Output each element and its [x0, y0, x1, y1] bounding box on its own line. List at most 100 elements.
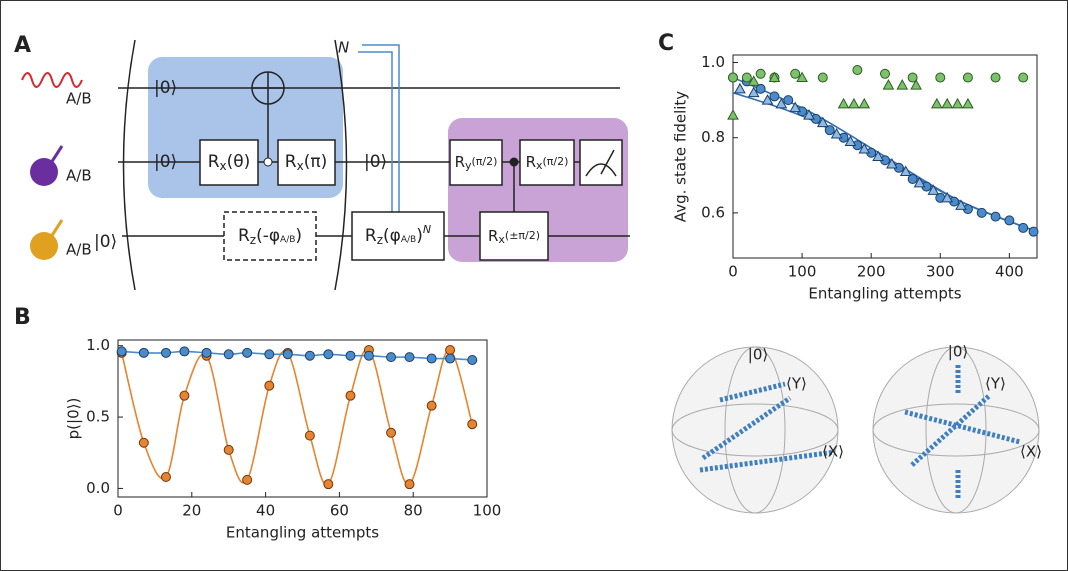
- point: [907, 174, 918, 185]
- gate-label: Ry(π/2): [455, 153, 498, 173]
- point: [404, 479, 415, 490]
- point: [179, 346, 190, 357]
- axis: x: [220, 159, 227, 173]
- control: [263, 157, 273, 167]
- point: [323, 349, 334, 360]
- point: [803, 109, 815, 120]
- bloch-label: ⟨Y⟩: [985, 375, 1006, 393]
- point: [345, 350, 356, 361]
- point: [990, 211, 1001, 222]
- axis: x: [536, 159, 543, 172]
- arg: (π/2): [543, 155, 569, 168]
- point: [426, 400, 437, 411]
- point: [817, 72, 828, 83]
- gate: [223, 211, 317, 261]
- point: [755, 68, 766, 79]
- point: [264, 349, 275, 360]
- arg-sub: A/B: [401, 235, 416, 245]
- point: [138, 437, 149, 448]
- x-tick-label: 400: [995, 263, 1024, 281]
- y-axis-label: Avg. state fidelity: [672, 91, 690, 222]
- op: R: [488, 227, 498, 245]
- point: [935, 72, 946, 83]
- bloch-label: ⟨X⟩: [1020, 443, 1042, 461]
- power: N: [423, 223, 431, 236]
- meridian: [925, 346, 987, 514]
- gate: [199, 139, 259, 186]
- measure: [579, 139, 623, 186]
- tail: ): [295, 226, 302, 246]
- point: [858, 97, 871, 109]
- point: [363, 350, 374, 361]
- axis: x: [297, 159, 304, 173]
- input-label: A/B: [66, 241, 92, 259]
- point: [790, 68, 801, 79]
- point: [345, 390, 356, 401]
- point: [962, 97, 974, 109]
- y-tick-label: 0.6: [701, 203, 725, 221]
- gate-label: Rz(φA/B)N: [365, 223, 431, 247]
- point: [747, 86, 760, 98]
- point: [1018, 72, 1029, 83]
- gate-label: Rz(-φA/B): [238, 226, 302, 247]
- point: [844, 135, 857, 146]
- point: [242, 474, 253, 485]
- spin-arrow: [38, 145, 64, 181]
- op: R: [208, 152, 220, 172]
- x-tick-label: 60: [330, 502, 349, 520]
- plot-frame: [117, 339, 488, 498]
- x-tick-label: 0: [728, 263, 738, 281]
- point: [872, 150, 884, 161]
- x-tick-label: 100: [473, 502, 502, 520]
- point: [907, 72, 918, 83]
- gate-label: Rx(π/2): [526, 153, 569, 173]
- bloch-label: |0⟩: [748, 346, 768, 364]
- feed-forward: [358, 44, 400, 212]
- y-tick-label: 1.0: [701, 53, 725, 71]
- point: [160, 347, 171, 358]
- point: [116, 346, 127, 357]
- point: [445, 344, 456, 355]
- point: [896, 79, 909, 90]
- point: [404, 352, 415, 363]
- tail: ): [416, 226, 423, 246]
- point: [386, 427, 397, 438]
- point: [1004, 215, 1015, 226]
- op: R: [455, 153, 465, 171]
- x-axis-label: Entangling attempts: [226, 524, 379, 542]
- arg: (π): [304, 152, 328, 172]
- point: [179, 390, 190, 401]
- fit-line: [120, 348, 474, 486]
- point: [783, 95, 794, 106]
- point: [1018, 222, 1029, 233]
- arg: (±π/2): [505, 229, 540, 242]
- arg-sub: A/B: [280, 235, 295, 245]
- point: [852, 65, 863, 76]
- y-tick-label: 0.8: [701, 128, 725, 146]
- op: R: [285, 152, 297, 172]
- arg: (π/2): [472, 155, 498, 168]
- arg: (θ): [227, 152, 251, 172]
- point: [775, 97, 788, 109]
- repeat: N: [338, 39, 349, 57]
- point: [899, 165, 912, 177]
- control: [509, 157, 519, 167]
- y-axis-label: p(|0⟩): [65, 398, 83, 440]
- panel-label: B: [14, 305, 31, 330]
- point: [761, 94, 774, 105]
- op: R: [238, 226, 250, 246]
- x-tick-label: 200: [857, 263, 886, 281]
- points: [904, 365, 1021, 500]
- panel-label: A: [14, 33, 31, 58]
- point: [913, 176, 926, 188]
- point: [264, 380, 275, 391]
- point: [755, 83, 766, 94]
- point: [941, 191, 954, 203]
- point: [768, 71, 781, 83]
- axis: y: [465, 159, 472, 172]
- meridian: [724, 346, 786, 514]
- op: R: [526, 153, 536, 171]
- point: [160, 472, 171, 483]
- x-tick-label: 20: [182, 502, 201, 520]
- x-tick-label: 300: [926, 263, 955, 281]
